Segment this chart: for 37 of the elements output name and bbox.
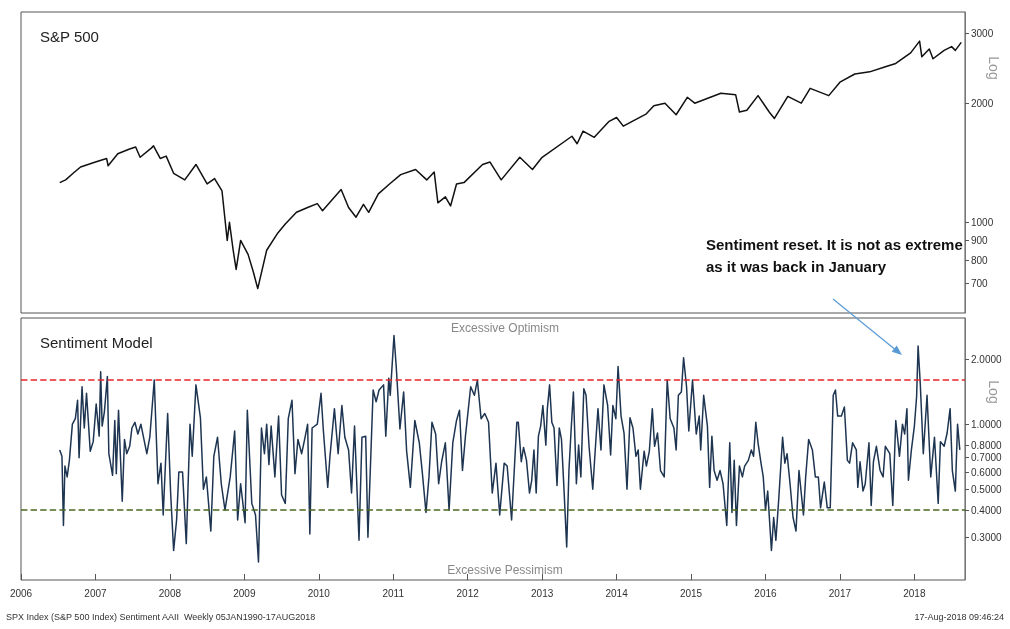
x-tick-label: 2015 [679,587,703,599]
y-tick-label: 900 [971,234,989,246]
y-tick-label: 0.4000 [971,504,1003,516]
y-axis-title: Log [986,378,1002,406]
annotation: Excessive Pessimism [447,563,563,577]
text: S&P 500 [40,28,99,45]
y-tick-label: 1.0000 [971,418,1003,430]
line-series [58,40,963,290]
x-tick-label: 2012 [456,587,480,599]
y-tick-label: 0.3000 [971,531,1003,543]
x-tick-label: 2018 [903,587,926,599]
y-tick-label: 700 [971,278,989,290]
x-tick-label: 2011 [382,587,405,599]
x-tick-label: 2009 [233,587,256,599]
text: Sentiment Model [40,334,153,351]
x-tick-label: 2008 [158,587,182,599]
x-tick-label: 2016 [754,587,778,599]
x-tick-label: 2014 [605,587,629,599]
y-tick-label: 0.6000 [971,466,1003,478]
y-axis-title: Log [986,55,1002,82]
annotation: Sentiment reset. It is not as extreme as it was back in January [706,235,964,277]
x-tick-label: 2007 [84,587,108,599]
x-tick-label: 2006 [9,587,33,599]
y-tick-label: 3000 [971,28,994,40]
y-tick-label: 0.7000 [971,452,1003,464]
y-tick-label: 1000 [971,216,994,228]
y-tick-label: 2000 [971,97,994,109]
text: SPX Index (S&P 500 Index) Sentiment AAII Weekly 05JAN1990-17AUG2018 [6,611,316,622]
y-tick-label: 0.5000 [971,483,1003,495]
text: 17-Aug-2018 09:46:24 [914,611,1004,622]
annotation: Excessive Optimism [450,321,560,335]
x-tick-label: 2013 [531,587,554,599]
y-tick-label: 2.0000 [971,353,1003,365]
x-tick-label: 2017 [828,587,852,599]
x-tick-label: 2010 [307,587,331,599]
y-tick-label: 0.8000 [971,439,1003,451]
y-tick-label: 800 [971,255,989,267]
